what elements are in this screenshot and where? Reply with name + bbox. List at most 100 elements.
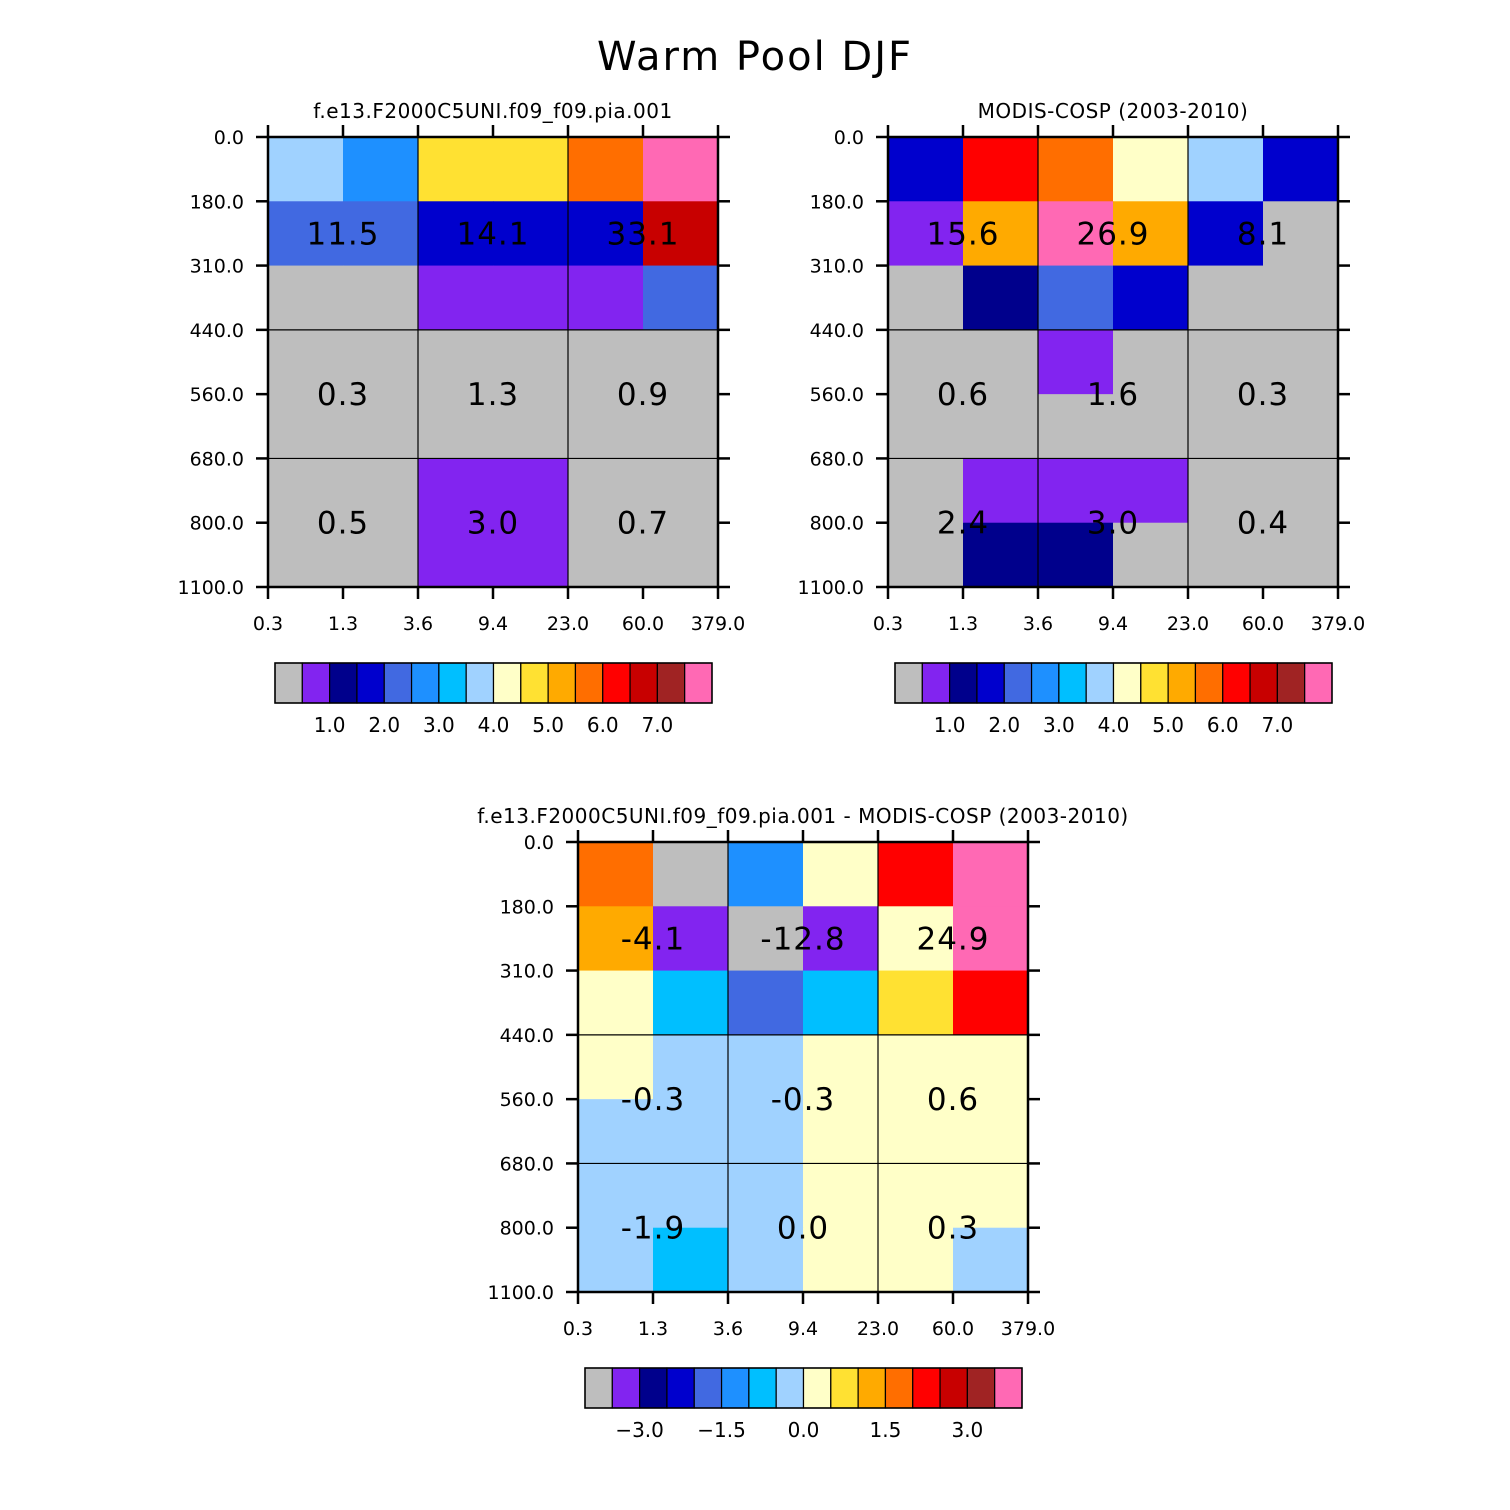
x-tick-label: 60.0 — [932, 1318, 974, 1340]
heatmap-cell — [568, 458, 644, 524]
y-tick-label: 440.0 — [500, 1025, 554, 1047]
y-tick-label: 180.0 — [810, 191, 864, 213]
heatmap-cell — [878, 906, 954, 972]
x-tick-label: 0.3 — [563, 1318, 593, 1340]
x-tick-label: 0.3 — [253, 613, 283, 635]
colorbar-label: 3.0 — [951, 1418, 983, 1442]
colorbar-swatch — [748, 1367, 777, 1409]
colorbar-swatch — [639, 1367, 668, 1409]
group-value-label: 3.0 — [1087, 506, 1139, 542]
colorbar-swatch — [611, 1367, 641, 1409]
group-value-label: -1.9 — [621, 1211, 686, 1247]
heatmap-cell — [418, 201, 494, 267]
group-value-label: 2.4 — [937, 506, 989, 542]
panel-title: f.e13.F2000C5UNI.f09_f09.pia.001 — [313, 99, 672, 123]
panel-title: MODIS-COSP (2003-2010) — [978, 99, 1249, 123]
colorbar-frame — [584, 1367, 1023, 1409]
group-value-label: -4.1 — [621, 921, 686, 957]
y-tick-label: 180.0 — [500, 896, 554, 918]
colorbar-swatch — [356, 662, 385, 704]
heatmap-cell — [568, 329, 644, 395]
y-tick-label: 680.0 — [500, 1153, 554, 1175]
colorbar-swatch — [274, 662, 303, 704]
heatmap-panel-3: f.e13.F2000C5UNI.f09_f09.pia.001 - MODIS… — [477, 804, 1128, 1442]
heatmap-cell — [1038, 522, 1114, 588]
colorbar: 1.0 2.0 3.0 4.0 5.0 6.0 7.0 — [894, 662, 1333, 737]
y-tick-label: 560.0 — [500, 1089, 554, 1111]
heatmap-cell — [268, 201, 344, 267]
colorbar-swatch — [684, 662, 713, 704]
group-dividers — [888, 137, 1338, 587]
colorbar-swatch — [329, 662, 358, 704]
colorbar-label: 1.5 — [870, 1418, 902, 1442]
y-tick-label: 680.0 — [190, 448, 244, 470]
y-tick-label: 310.0 — [810, 256, 864, 278]
heatmap-cell — [418, 265, 494, 331]
heatmap-cell — [578, 1034, 654, 1100]
heatmap-cell — [728, 1099, 804, 1164]
heatmap-cell — [1263, 394, 1339, 459]
heatmap-cell — [268, 522, 344, 588]
heatmap-cell — [653, 1099, 729, 1164]
colorbar-swatch — [520, 662, 549, 704]
heatmap-cell — [953, 1163, 1029, 1229]
heatmap-cell — [1263, 458, 1339, 524]
heatmap-cell — [1263, 522, 1339, 588]
x-tick-label: 23.0 — [1167, 613, 1209, 635]
heatmap-cell — [578, 1163, 654, 1229]
heatmap-cells — [888, 137, 1339, 588]
group-value-label: 1.3 — [467, 377, 519, 413]
heatmap-cell — [653, 1034, 729, 1100]
heatmap-cell — [878, 1099, 954, 1164]
x-tick-label: 0.3 — [873, 613, 903, 635]
heatmap-cell — [878, 1227, 954, 1293]
group-value-label: -0.3 — [621, 1082, 686, 1118]
y-tick-label: 1100.0 — [798, 577, 864, 599]
x-tick-label: 9.4 — [478, 613, 508, 635]
heatmap-cell — [1038, 394, 1114, 459]
colorbar-swatch — [1030, 662, 1060, 704]
heatmap-cell — [878, 1034, 954, 1100]
group-value-label: 1.6 — [1087, 377, 1139, 413]
heatmap-cell — [1188, 137, 1264, 202]
heatmap-cell — [643, 329, 719, 395]
heatmap-cell — [653, 1163, 729, 1229]
heatmap-cell — [1113, 394, 1189, 459]
colorbar-swatch — [1003, 662, 1033, 704]
y-tick-label: 180.0 — [190, 191, 244, 213]
heatmap-cell — [963, 394, 1039, 459]
colorbar-swatch — [894, 662, 923, 704]
y-tick-label: 440.0 — [810, 320, 864, 342]
y-tick-label: 680.0 — [810, 448, 864, 470]
heatmap-cell — [1113, 265, 1189, 331]
heatmap-cell — [728, 970, 804, 1036]
heatmap-cell — [1263, 137, 1339, 202]
x-axis-ticks — [576, 830, 1030, 1304]
heatmap-cell — [343, 201, 419, 267]
group-value-label: 26.9 — [1076, 216, 1149, 252]
y-tick-label: 560.0 — [810, 384, 864, 406]
heatmap-cell — [653, 1227, 729, 1293]
colorbar-label: 1.0 — [314, 713, 346, 737]
heatmap-cell — [953, 1227, 1029, 1293]
heatmap-cell — [418, 458, 494, 524]
x-tick-label: 1.3 — [948, 613, 978, 635]
colorbar-swatch — [1222, 662, 1251, 704]
colorbar-swatch — [1058, 662, 1087, 704]
heatmap-cell — [1113, 201, 1189, 267]
heatmap-cell — [1263, 265, 1339, 331]
heatmap-cell — [418, 394, 494, 459]
heatmap-cell — [643, 265, 719, 331]
heatmap-cell — [888, 137, 964, 202]
colorbar-label: 1.0 — [934, 713, 966, 737]
heatmap-cell — [568, 137, 644, 202]
heatmap-cell — [268, 394, 344, 459]
group-dividers — [578, 842, 1028, 1292]
heatmap-cell — [1038, 137, 1114, 202]
heatmap-cell — [963, 137, 1039, 202]
heatmap-cell — [493, 329, 569, 395]
group-value-label: 15.6 — [926, 216, 999, 252]
heatmap-cell — [728, 1034, 804, 1100]
heatmap-cell — [803, 906, 879, 972]
heatmap-cell — [653, 842, 729, 907]
